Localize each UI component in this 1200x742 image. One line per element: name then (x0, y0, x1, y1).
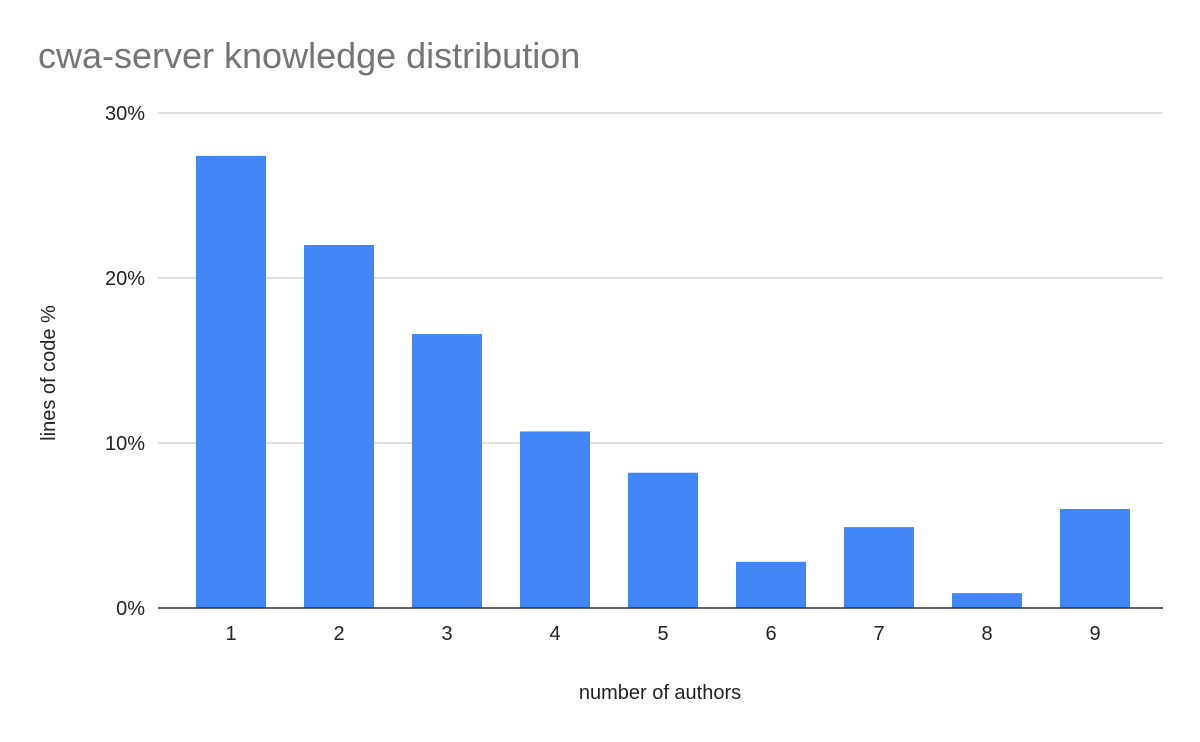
x-tick-label: 6 (765, 623, 776, 645)
x-tick-label: 4 (549, 623, 560, 645)
y-tick-label: 20% (105, 268, 145, 290)
bar-2 (304, 245, 374, 608)
x-axis-label: number of authors (579, 682, 741, 704)
bar-6 (736, 561, 806, 608)
bars (196, 155, 1130, 608)
bar-7 (844, 527, 914, 608)
bar-9 (1060, 509, 1130, 608)
bar-4 (520, 431, 590, 608)
chart-title: cwa-server knowledge distribution (38, 35, 580, 76)
x-tick-label: 9 (1089, 623, 1100, 645)
bar-5 (628, 472, 698, 608)
x-tick-label: 7 (873, 623, 884, 645)
x-axis-ticks: 1 2 3 4 5 6 7 8 9 (225, 623, 1100, 645)
bar-1 (196, 155, 266, 608)
y-axis-ticks: 0% 10% 20% 30% (105, 103, 145, 620)
y-tick-label: 0% (116, 598, 145, 620)
bar-3 (412, 334, 482, 608)
x-tick-label: 8 (981, 623, 992, 645)
bar-8 (952, 593, 1022, 608)
x-tick-label: 5 (657, 623, 668, 645)
x-tick-label: 2 (333, 623, 344, 645)
x-tick-label: 1 (225, 623, 236, 645)
y-axis-label: lines of code % (38, 305, 60, 441)
x-tick-label: 3 (441, 623, 452, 645)
y-tick-label: 30% (105, 103, 145, 125)
y-tick-label: 10% (105, 433, 145, 455)
